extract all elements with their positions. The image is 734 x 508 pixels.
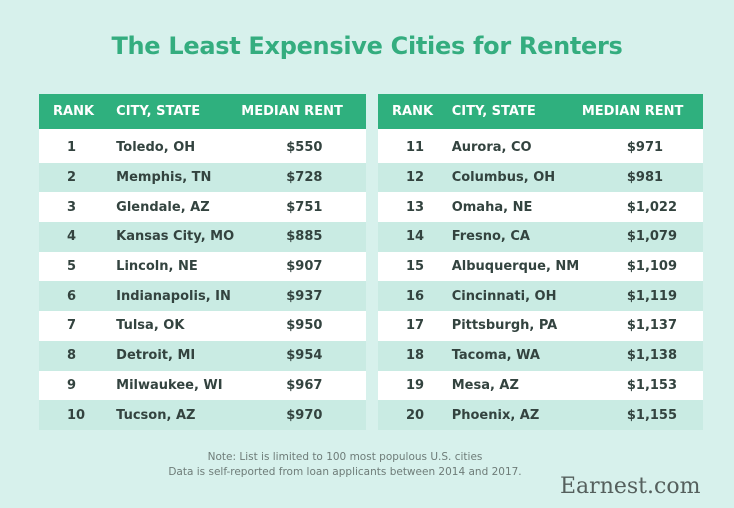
rent-table-right: RANK CITY, STATE MEDIAN RENT 11 Aurora, C… [378,94,703,430]
city-cell: Toledo, OH [116,133,242,163]
rank-cell: 6 [39,281,117,312]
city-cell: Lincoln, NE [116,251,242,282]
table-row: 17 Pittsburgh, PA $1,137 [378,311,703,341]
table-row: 3 Glendale, AZ $751 [39,192,366,223]
rank-cell: 15 [378,251,452,282]
rent-cell: $1,137 [581,311,703,341]
rank-cell: 1 [39,133,117,163]
rent-cell: $1,022 [581,192,703,223]
rent-cell: $885 [241,222,366,252]
table-row: 11 Aurora, CO $971 [378,133,703,163]
table-row: 12 Columbus, OH $981 [378,162,703,193]
rank-cell: 3 [39,192,117,223]
rank-cell: 4 [39,222,117,252]
city-cell: Milwaukee, WI [116,370,242,401]
rent-cell: $971 [581,133,703,163]
table-row: 9 Milwaukee, WI $967 [39,370,366,401]
rent-table-left: RANK CITY, STATE MEDIAN RENT 1 Toledo, OH… [39,94,366,430]
rent-cell: $550 [241,133,366,163]
rank-cell: 13 [378,192,452,223]
city-cell: Kansas City, MO [116,222,242,252]
table-row: 2 Memphis, TN $728 [39,162,366,193]
rank-cell: 9 [39,370,117,401]
rank-cell: 17 [378,311,452,341]
city-cell: Cincinnati, OH [451,281,582,312]
rent-cell: $950 [241,311,366,341]
rank-cell: 11 [378,133,452,163]
table-row: 7 Tulsa, OK $950 [39,311,366,341]
rank-cell: 18 [378,340,452,371]
footnote: Note: List is limited to 100 most populo… [150,450,540,480]
city-cell: Aurora, CO [451,133,582,163]
table-row: 6 Indianapolis, IN $937 [39,281,366,312]
city-cell: Omaha, NE [451,192,582,223]
rent-cell: $1,138 [581,340,703,371]
city-cell: Detroit, MI [116,340,242,371]
table-row: 15 Albuquerque, NM $1,109 [378,251,703,282]
rank-cell: 20 [378,400,452,430]
page-title: The Least Expensive Cities for Renters [111,32,623,60]
city-cell: Tucson, AZ [116,400,242,430]
rank-cell: 19 [378,370,452,401]
rent-cell: $937 [241,281,366,312]
city-cell: Memphis, TN [116,162,242,193]
table-row: 18 Tacoma, WA $1,138 [378,340,703,371]
rent-cell: $1,079 [581,222,703,252]
table-row: 5 Lincoln, NE $907 [39,251,366,282]
city-cell: Tacoma, WA [451,340,582,371]
table-row: 13 Omaha, NE $1,022 [378,192,703,223]
rank-cell: 8 [39,340,117,371]
rent-cell: $970 [241,400,366,430]
city-cell: Tulsa, OK [116,311,242,341]
city-cell: Glendale, AZ [116,192,242,223]
city-cell: Columbus, OH [451,162,582,193]
rank-cell: 10 [39,400,117,430]
table-header-row: RANK CITY, STATE MEDIAN RENT [39,94,366,129]
rank-cell: 2 [39,162,117,193]
column-header-city: CITY, STATE [116,94,242,129]
table-row: 20 Phoenix, AZ $1,155 [378,400,703,430]
gap-cell [378,129,703,133]
rent-cell: $954 [241,340,366,371]
table-row: 16 Cincinnati, OH $1,119 [378,281,703,312]
rent-cell: $1,109 [581,251,703,282]
rank-cell: 7 [39,311,117,341]
rent-cell: $1,153 [581,370,703,401]
city-cell: Albuquerque, NM [451,251,582,282]
footnote-line-1: Note: List is limited to 100 most populo… [207,451,483,463]
header-gap [378,129,703,133]
table-row: 14 Fresno, CA $1,079 [378,222,703,252]
city-cell: Fresno, CA [451,222,582,252]
rent-cell: $728 [241,162,366,193]
column-header-rent: MEDIAN RENT [581,94,703,129]
table-row: 4 Kansas City, MO $885 [39,222,366,252]
header-gap [39,129,366,133]
gap-cell [39,129,366,133]
city-cell: Mesa, AZ [451,370,582,401]
rank-cell: 5 [39,251,117,282]
footnote-line-2: Data is self-reported from loan applican… [168,466,522,478]
table-row: 19 Mesa, AZ $1,153 [378,370,703,401]
table-row: 10 Tucson, AZ $970 [39,400,366,430]
table-row: 8 Detroit, MI $954 [39,340,366,371]
column-header-rank: RANK [378,94,452,129]
column-header-rent: MEDIAN RENT [241,94,366,129]
rank-cell: 16 [378,281,452,312]
rank-cell: 12 [378,162,452,193]
rent-cell: $1,119 [581,281,703,312]
brand-logo: Earnest.com [560,474,701,499]
rank-cell: 14 [378,222,452,252]
city-cell: Pittsburgh, PA [451,311,582,341]
table-header-row: RANK CITY, STATE MEDIAN RENT [378,94,703,129]
rent-cell: $751 [241,192,366,223]
rent-cell: $967 [241,370,366,401]
column-header-city: CITY, STATE [451,94,582,129]
table-row: 1 Toledo, OH $550 [39,133,366,163]
column-header-rank: RANK [39,94,117,129]
rent-cell: $907 [241,251,366,282]
city-cell: Indianapolis, IN [116,281,242,312]
rent-cell: $981 [581,162,703,193]
city-cell: Phoenix, AZ [451,400,582,430]
rent-cell: $1,155 [581,400,703,430]
